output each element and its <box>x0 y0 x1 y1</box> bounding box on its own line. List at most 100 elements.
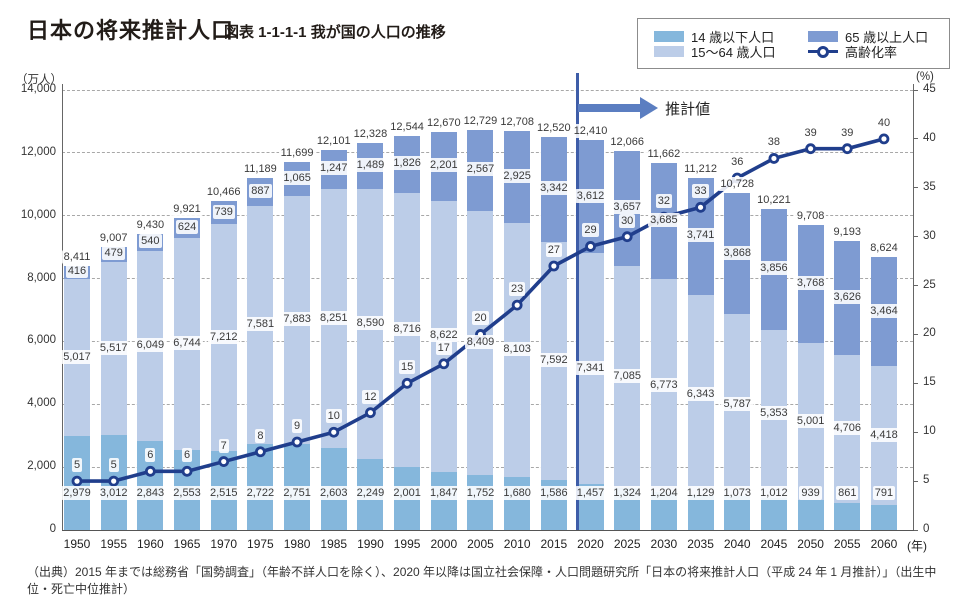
x-axis-unit: (年) <box>907 539 927 553</box>
bar-segment-under14 <box>467 474 494 530</box>
bar-label-under14: 2,001 <box>391 486 423 500</box>
aging-rate-marker <box>438 358 450 370</box>
right-axis-tick-label: 5 <box>923 474 930 487</box>
bar-total-label: 11,189 <box>241 162 279 177</box>
bar-label-15to64: 8,409 <box>464 334 497 349</box>
bar-total-label: 10,466 <box>204 185 243 200</box>
right-axis-tick <box>913 529 918 531</box>
legend-label: 高齢化率 <box>845 45 898 60</box>
bar-total-label: 12,544 <box>388 119 426 134</box>
bar-total-label: 11,699 <box>278 146 316 161</box>
y-axis-tick-label: 12,000 <box>20 145 56 158</box>
bar-label-65plus: 3,612 <box>574 188 607 203</box>
bar-label-65plus: 1,065 <box>281 171 313 186</box>
right-axis-tick <box>913 480 918 482</box>
x-axis-tick-label: 1970 <box>210 537 238 551</box>
bar-label-65plus: 3,856 <box>758 261 790 276</box>
bar-label-under14: 2,979 <box>61 486 93 500</box>
figure-subtitle: 図表 1-1-1-1 我が国の人口の推移 <box>224 24 446 41</box>
x-axis-tick-label: 1995 <box>393 537 421 551</box>
projection-divider-line <box>575 73 579 530</box>
aging-rate-label: 17 <box>435 340 452 355</box>
aging-rate-marker <box>71 475 83 487</box>
right-axis-tick <box>913 382 918 384</box>
aging-rate-marker <box>805 143 816 155</box>
bar-segment-under14 <box>724 496 751 530</box>
bar-label-65plus: 739 <box>212 204 235 219</box>
bar-segment-under14 <box>430 471 457 530</box>
y-axis-tick-label: 2,000 <box>27 460 56 473</box>
aging-rate-label: 6 <box>181 448 193 463</box>
right-axis-tick <box>913 285 918 287</box>
y-axis-line <box>62 84 63 530</box>
bar-label-under14: 2,603 <box>317 486 350 500</box>
bar-total-label: 9,921 <box>171 202 203 217</box>
right-axis-tick-label: 40 <box>923 131 936 144</box>
y-axis-tick-label: 4,000 <box>27 397 56 410</box>
bar-label-15to64: 8,716 <box>391 322 423 337</box>
bar-total-label: 12,670 <box>424 115 463 130</box>
right-axis-tick-label: 25 <box>923 278 936 291</box>
legend-item-aging-rate: 高齢化率 <box>808 42 897 61</box>
aging-rate-marker <box>291 436 303 448</box>
aging-rate-marker <box>768 153 780 164</box>
bar-label-under14: 1,073 <box>721 486 753 500</box>
bar-label-under14: 1,680 <box>501 486 533 500</box>
x-axis-tick-label: 1960 <box>137 537 164 551</box>
bar-total-label: 12,066 <box>608 134 647 149</box>
y-axis-tick-label: 6,000 <box>27 334 56 347</box>
bar-label-under14: 1,204 <box>648 486 680 500</box>
bar-label-15to64: 8,103 <box>501 341 533 356</box>
aging-rate-label: 15 <box>398 360 416 375</box>
aging-rate-marker <box>108 475 120 487</box>
right-axis-tick <box>913 187 918 189</box>
aging-rate-label: 5 <box>108 458 119 473</box>
bar-total-label: 12,410 <box>571 123 610 138</box>
bar-label-15to64: 4,418 <box>868 427 900 442</box>
x-axis-tick-label: 2025 <box>613 537 641 551</box>
aging-rate-marker <box>878 133 890 145</box>
bar-label-under14: 861 <box>836 486 859 500</box>
aging-rate-marker <box>328 426 340 438</box>
right-axis-tick-label: 15 <box>923 376 936 389</box>
bar-total-label: 9,708 <box>794 208 827 223</box>
aging-rate-marker <box>585 241 596 252</box>
bar-total-label: 12,520 <box>535 120 573 135</box>
aging-rate-marker <box>511 299 523 311</box>
x-axis-tick-label: 2015 <box>540 537 568 551</box>
bar-label-65plus: 2,201 <box>428 158 460 173</box>
bar-label-15to64: 5,353 <box>758 406 790 421</box>
aging-rate-label: 8 <box>255 428 266 443</box>
bar-label-15to64: 5,787 <box>721 397 753 412</box>
bar-label-under14: 1,012 <box>758 486 790 500</box>
bar-label-under14: 1,129 <box>684 486 717 500</box>
bar-total-label: 9,007 <box>97 230 130 245</box>
aging-rate-marker <box>548 260 560 272</box>
source-note: （出典）2015 年までは総務省「国勢調査」（年齢不詳人口を除く）、2020 年… <box>27 565 937 596</box>
y-axis-tick-label: 10,000 <box>20 208 56 221</box>
bar-label-65plus: 1,489 <box>354 157 387 172</box>
right-axis-line <box>913 84 914 530</box>
aging-rate-label: 38 <box>765 135 783 150</box>
x-axis-tick-label: 2045 <box>760 537 788 551</box>
aging-rate-marker <box>401 377 413 389</box>
x-axis-tick-label: 2060 <box>870 537 898 551</box>
aging-rate-label: 7 <box>218 438 229 453</box>
bar-label-15to64: 4,706 <box>831 420 864 435</box>
right-axis-tick-label: 10 <box>923 425 936 438</box>
aging-rate-label: 20 <box>472 311 489 326</box>
bar-label-15to64: 6,773 <box>648 377 680 392</box>
x-axis-tick-label: 2055 <box>833 537 861 551</box>
right-axis-tick <box>913 431 918 433</box>
bar-label-65plus: 3,741 <box>684 228 717 243</box>
right-axis-tick <box>913 89 918 91</box>
aging-rate-label: 6 <box>145 448 156 463</box>
x-axis-tick-label: 1955 <box>100 537 128 551</box>
bar-segment-under14 <box>797 500 824 530</box>
aging-rate-label: 39 <box>802 125 819 140</box>
right-axis-tick-label: 20 <box>923 327 936 340</box>
bar-label-15to64: 8,622 <box>428 328 460 343</box>
aging-rate-label: 12 <box>362 389 379 404</box>
left-axis-unit: （万人） <box>16 74 62 86</box>
